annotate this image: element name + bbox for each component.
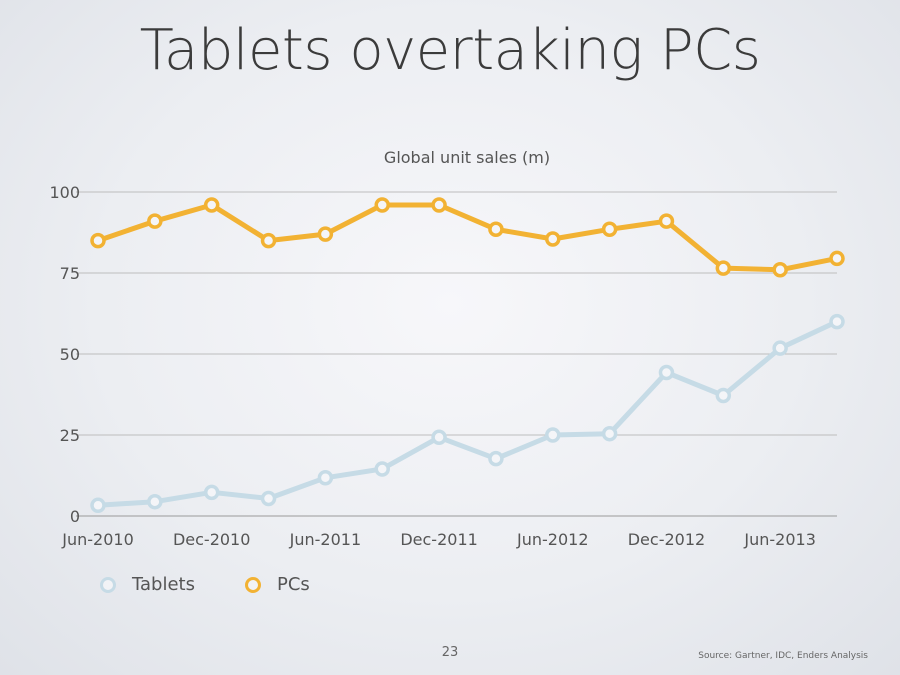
x-tick-label-jun-2013: Jun-2013 — [743, 530, 816, 549]
page-number: 23 — [441, 645, 459, 660]
series-points — [90, 197, 845, 514]
data-point-tablets-sep-2010 — [147, 493, 163, 510]
data-point-pcs-dec-2011 — [431, 197, 447, 213]
y-tick-label-75: 75 — [60, 264, 80, 283]
y-axis-tick-labels: 0 25 50 75 100 — [49, 183, 80, 526]
data-point-tablets-sep-2013 — [829, 313, 845, 330]
gridlines — [76, 191, 837, 517]
data-point-tablets-dec-2012 — [658, 364, 675, 381]
y-tick-label-0: 0 — [70, 507, 80, 526]
data-point-tablets-jun-2011 — [317, 470, 334, 486]
series-line-tablets — [95, 319, 840, 508]
data-point-tablets-jun-2012 — [545, 427, 561, 443]
data-point-tablets-mar-2013 — [715, 387, 732, 404]
y-tick-label-25: 25 — [60, 426, 80, 445]
data-point-tablets-dec-2011 — [431, 429, 447, 446]
series-line-pcs — [95, 202, 840, 273]
chart-title: Global unit sales (m) — [384, 148, 550, 167]
legend: Tablets PCs — [100, 574, 360, 595]
x-tick-label-dec-2012: Dec-2012 — [628, 530, 705, 549]
legend-label-tablets: Tablets — [132, 574, 195, 595]
legend-label-pcs: PCs — [276, 574, 310, 595]
data-point-pcs-dec-2012 — [658, 213, 675, 229]
y-tick-label-50: 50 — [60, 345, 80, 364]
data-point-tablets-sep-2012 — [601, 425, 618, 442]
y-tick-label-100: 100 — [49, 183, 80, 202]
data-point-pcs-sep-2012 — [601, 221, 618, 238]
legend-item-tablets: Tablets — [100, 574, 195, 595]
data-point-tablets-mar-2011 — [260, 490, 277, 507]
x-tick-label-dec-2011: Dec-2011 — [400, 530, 477, 549]
data-point-pcs-mar-2011 — [260, 232, 277, 249]
data-point-tablets-jun-2010 — [90, 497, 106, 514]
data-point-tablets-mar-2012 — [488, 450, 504, 467]
data-point-pcs-sep-2011 — [374, 197, 390, 213]
data-point-pcs-jun-2013 — [772, 262, 788, 278]
series-lines — [95, 202, 840, 508]
data-point-pcs-jun-2012 — [545, 231, 561, 247]
source-note: Source: Gartner, IDC, Enders Analysis — [698, 651, 868, 661]
data-point-pcs-dec-2010 — [203, 197, 220, 213]
data-point-pcs-jun-2011 — [317, 226, 334, 242]
data-point-tablets-jun-2013 — [772, 340, 788, 356]
data-point-pcs-sep-2010 — [147, 213, 163, 229]
x-tick-label-jun-2010: Jun-2010 — [61, 530, 134, 549]
x-tick-label-jun-2011: Jun-2011 — [289, 530, 362, 549]
data-point-pcs-sep-2013 — [829, 250, 845, 267]
x-axis-tick-labels: Jun-2010 Dec-2010 Jun-2011 Dec-2011 Jun-2012… — [61, 530, 816, 549]
data-point-pcs-mar-2012 — [488, 221, 504, 238]
slide-title: Tablets overtaking PCs — [139, 18, 761, 83]
data-point-tablets-sep-2011 — [374, 461, 390, 477]
data-point-pcs-jun-2010 — [90, 232, 106, 249]
data-point-tablets-dec-2010 — [203, 484, 220, 501]
legend-item-pcs: PCs — [244, 574, 310, 595]
legend-marker-tablets — [100, 576, 116, 593]
data-point-pcs-mar-2013 — [715, 260, 732, 276]
x-tick-label-jun-2012: Jun-2012 — [516, 530, 589, 549]
x-tick-label-dec-2010: Dec-2010 — [173, 530, 250, 549]
legend-marker-pcs — [244, 576, 261, 593]
